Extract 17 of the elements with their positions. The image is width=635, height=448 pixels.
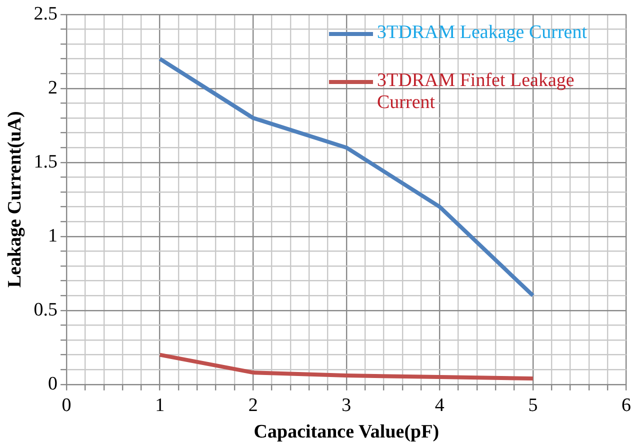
x-tick-label: 0 (62, 394, 72, 416)
x-tick-label: 2 (248, 394, 258, 416)
y-tick-label: 2.5 (34, 3, 58, 24)
x-tick-label: 6 (622, 394, 631, 416)
x-axis-title: Capacitance Value(pF) (254, 422, 440, 443)
y-tick-label: 1.5 (34, 151, 58, 172)
y-axis-title: Leakage Current(uA) (4, 111, 26, 288)
legend-label: 3TDRAM Leakage Current (377, 22, 587, 44)
y-tick-label: 1 (48, 225, 58, 246)
x-tick-label: 4 (434, 394, 445, 416)
y-tick-label: 2 (48, 77, 58, 98)
legend-label: 3TDRAM Finfet Leakage Current (377, 70, 576, 114)
x-tick-label: 5 (528, 394, 538, 416)
y-tick-label: 0 (48, 373, 58, 394)
y-tick-label: 0.5 (34, 299, 58, 320)
x-tick-label: 3 (342, 394, 352, 416)
x-tick-label: 1 (155, 394, 165, 416)
